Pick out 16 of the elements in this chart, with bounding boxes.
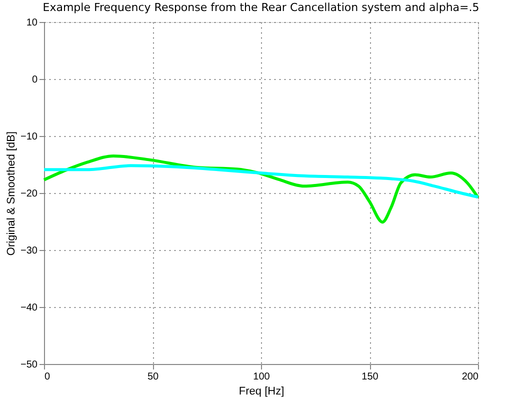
y-tick-label: −10	[20, 132, 38, 142]
x-tick-label: 200	[462, 372, 479, 382]
y-tick-label: −20	[20, 188, 38, 200]
y-tick-label: 0	[32, 74, 38, 86]
x-tick-label: 100	[253, 372, 270, 382]
y-tick-label: −50	[20, 360, 38, 370]
y-tick-label: −40	[20, 302, 38, 314]
y-tick-label: 10	[26, 18, 38, 28]
x-tick-label: 0	[44, 372, 50, 382]
x-tick-label: 50	[147, 372, 159, 382]
chart-title: Example Frequency Response from the Rear Cancellation system and alpha=.5	[42, 1, 480, 14]
y-axis-title: Original & Smoothed [dB]	[6, 131, 18, 256]
line-series	[42, 164, 480, 198]
x-axis-title: Freq [Hz]	[238, 386, 284, 398]
x-tick-label: 150	[362, 372, 379, 382]
y-tick-label: −30	[20, 246, 38, 256]
